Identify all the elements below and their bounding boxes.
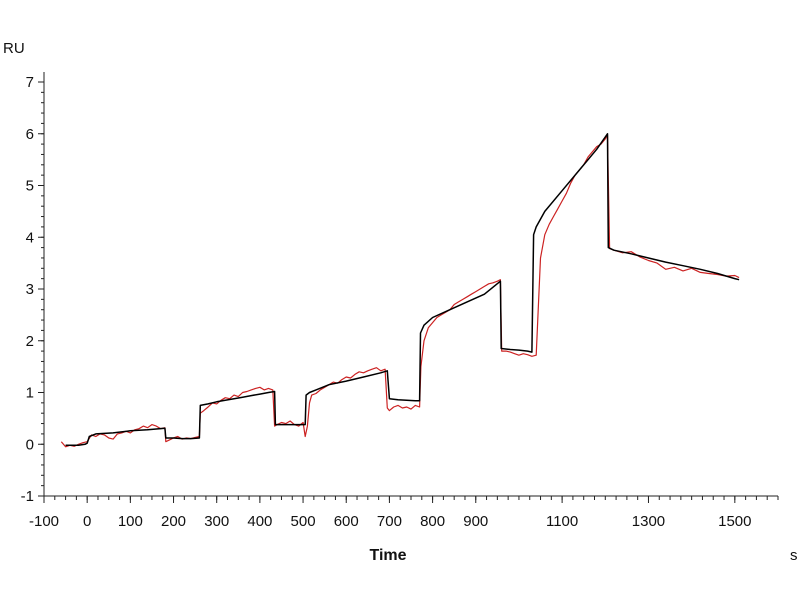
x-tick-label: 500 bbox=[291, 513, 316, 530]
x-ticks: -100 0 100 200 300 400 500 600 700 800 900 1100 1300… bbox=[29, 496, 778, 530]
x-unit-label: s bbox=[790, 547, 798, 564]
y-ticks: -1 0 1 2 3 4 5 6 7 bbox=[21, 74, 44, 505]
series-layer bbox=[61, 134, 739, 447]
x-tick-label: 900 bbox=[463, 513, 488, 530]
x-tick-label: 400 bbox=[247, 513, 272, 530]
series-line-fit bbox=[66, 134, 740, 446]
x-tick-label: 100 bbox=[118, 513, 143, 530]
x-tick-label: 1500 bbox=[718, 513, 751, 530]
x-axis-title: Time bbox=[369, 547, 406, 564]
y-tick-label: 0 bbox=[26, 436, 34, 453]
y-tick-label: 5 bbox=[26, 178, 34, 195]
x-tick-label: 1100 bbox=[546, 513, 578, 530]
y-unit-label: RU bbox=[3, 40, 25, 57]
y-tick-label: 3 bbox=[26, 281, 34, 298]
y-tick-label: 4 bbox=[26, 229, 34, 246]
y-tick-label: 7 bbox=[26, 74, 34, 91]
x-tick-label: 600 bbox=[334, 513, 359, 530]
y-tick-label: 2 bbox=[26, 333, 34, 350]
y-tick-label: 1 bbox=[26, 385, 34, 402]
y-tick-label: 6 bbox=[26, 126, 34, 143]
x-tick-label: 0 bbox=[83, 513, 91, 530]
x-tick-label: -100 bbox=[29, 513, 59, 530]
x-tick-label: 1300 bbox=[632, 513, 665, 530]
x-tick-label: 200 bbox=[161, 513, 186, 530]
y-tick-label: -1 bbox=[21, 488, 34, 505]
x-tick-label: 700 bbox=[377, 513, 402, 530]
axes: -1 0 1 2 3 4 5 6 7 -100 0 100 200 300 400 500 600 700 800… bbox=[21, 72, 778, 530]
x-tick-label: 800 bbox=[420, 513, 445, 530]
x-tick-label: 300 bbox=[204, 513, 229, 530]
